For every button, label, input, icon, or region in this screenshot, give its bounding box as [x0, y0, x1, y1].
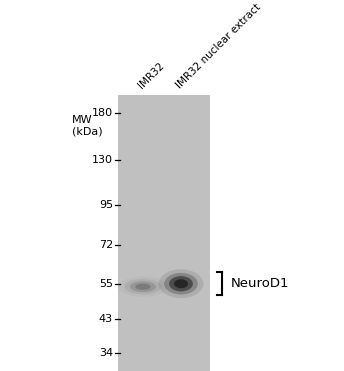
Text: 130: 130 — [92, 155, 113, 165]
Text: 72: 72 — [99, 240, 113, 250]
Text: 55: 55 — [99, 279, 113, 289]
Ellipse shape — [125, 279, 161, 294]
Ellipse shape — [130, 281, 156, 292]
Text: IMR32: IMR32 — [136, 60, 166, 90]
Ellipse shape — [169, 276, 193, 291]
Text: 34: 34 — [99, 348, 113, 358]
Text: 43: 43 — [99, 314, 113, 324]
Bar — [118, 95, 210, 371]
Text: 95: 95 — [99, 200, 113, 210]
Text: (kDa): (kDa) — [72, 126, 103, 136]
Text: MW: MW — [72, 115, 93, 125]
Ellipse shape — [164, 273, 198, 295]
Ellipse shape — [135, 283, 151, 290]
Text: NeuroD1: NeuroD1 — [231, 277, 290, 290]
Ellipse shape — [159, 269, 203, 298]
Ellipse shape — [174, 279, 188, 288]
Text: IMR32 nuclear extract: IMR32 nuclear extract — [174, 1, 262, 90]
Text: 180: 180 — [92, 108, 113, 118]
